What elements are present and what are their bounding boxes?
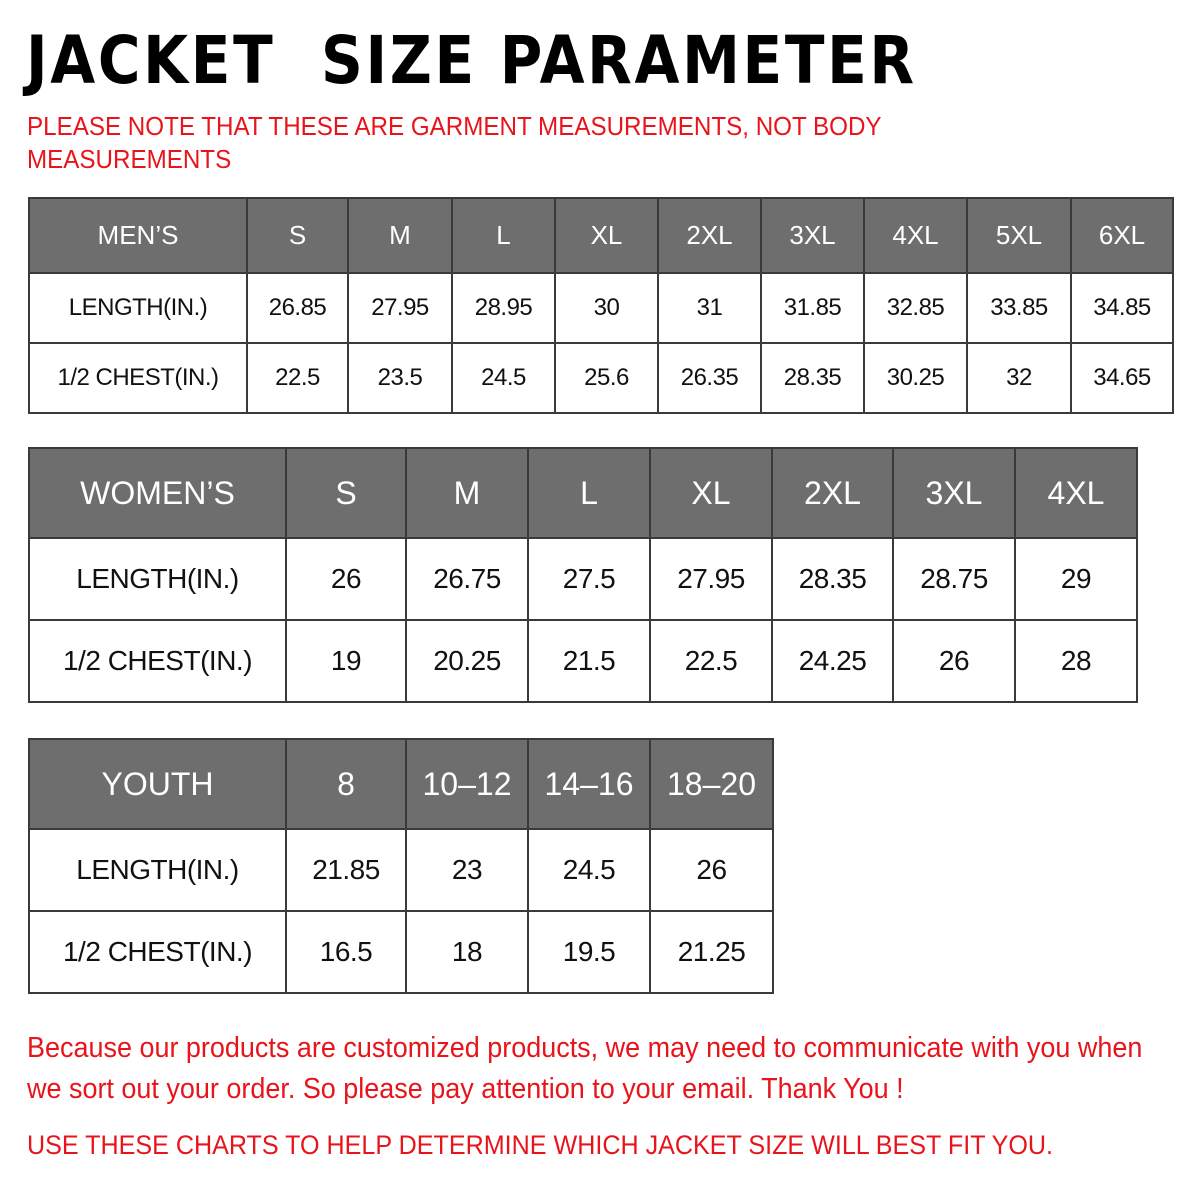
measurement-value: 31 (657, 272, 762, 344)
header-row: WOMEN’S S M L XL 2XL 3XL 4XL (28, 447, 1138, 539)
size-header-cell: XL (554, 197, 659, 274)
size-header-cell: L (527, 447, 651, 539)
measurement-value: 28.75 (892, 537, 1016, 621)
measurement-value: 26.35 (657, 342, 762, 414)
measurement-value: 31.85 (760, 272, 865, 344)
table-row: LENGTH(IN.) 26.85 27.95 28.95 30 31 31.85 32.85… (28, 272, 1174, 344)
measurement-value: 23.5 (347, 342, 453, 414)
measurement-value: 19 (285, 619, 407, 703)
size-header-cell: 3XL (760, 197, 865, 274)
size-header-cell: XL (649, 447, 773, 539)
measurement-value: 34.65 (1070, 342, 1174, 414)
measurement-label: LENGTH(IN.) (28, 537, 287, 621)
table-row: LENGTH(IN.) 21.85 23 24.5 26 (28, 828, 774, 912)
mens-size-table: MEN’S S M L XL 2XL 3XL 4XL 5XL 6XL LENGTH(IN.) 26.8… (28, 197, 1174, 414)
table-row: LENGTH(IN.) 26 26.75 27.5 27.95 28.35 28.75 29 (28, 537, 1138, 621)
measurement-value: 23 (405, 828, 529, 912)
measurement-value: 25.6 (554, 342, 659, 414)
measurement-label: 1/2 CHEST(IN.) (28, 619, 287, 703)
measurement-value: 24.5 (527, 828, 651, 912)
measurement-value: 30 (554, 272, 659, 344)
size-header-cell: 4XL (1014, 447, 1138, 539)
measurement-value: 28.35 (771, 537, 894, 621)
measurement-value: 21.5 (527, 619, 651, 703)
size-header-cell: S (246, 197, 349, 274)
measurement-value: 24.5 (451, 342, 556, 414)
table-row: 1/2 CHEST(IN.) 16.5 18 19.5 21.25 (28, 910, 774, 994)
size-header-cell: L (451, 197, 556, 274)
measurement-value: 27.95 (649, 537, 773, 621)
measurement-value: 29 (1014, 537, 1138, 621)
measurement-value: 18 (405, 910, 529, 994)
size-header-cell: 8 (285, 738, 407, 830)
measurement-value: 32.85 (863, 272, 968, 344)
size-header-cell: 5XL (966, 197, 1072, 274)
page-title: JACKET SIZE PARAMETER (26, 22, 917, 99)
table-category-header: WOMEN’S (28, 447, 287, 539)
table-category-header: MEN’S (28, 197, 248, 274)
measurement-note: PLEASE NOTE THAT THESE ARE GARMENT MEASU… (27, 111, 882, 174)
measurement-value: 28.95 (451, 272, 556, 344)
measurement-value: 21.85 (285, 828, 407, 912)
measurement-label: 1/2 CHEST(IN.) (28, 910, 287, 994)
fit-guidance-footer: USE THESE CHARTS TO HELP DETERMINE WHICH… (27, 1130, 1054, 1160)
header-row: MEN’S S M L XL 2XL 3XL 4XL 5XL 6XL (28, 197, 1174, 274)
youth-size-table: YOUTH 8 10–12 14–16 18–20 LENGTH(IN.) 21.85 23 2… (28, 738, 774, 994)
table-row: 1/2 CHEST(IN.) 22.5 23.5 24.5 25.6 26.35 28.35… (28, 342, 1174, 414)
size-header-cell: M (405, 447, 529, 539)
size-header-cell: 3XL (892, 447, 1016, 539)
customization-message: Because our products are customized prod… (27, 1032, 1143, 1105)
measurement-value: 26.75 (405, 537, 529, 621)
table-category-header: YOUTH (28, 738, 287, 830)
measurement-value: 26 (892, 619, 1016, 703)
measurement-value: 21.25 (649, 910, 774, 994)
size-header-cell: M (347, 197, 453, 274)
header-row: YOUTH 8 10–12 14–16 18–20 (28, 738, 774, 830)
size-header-cell: 18–20 (649, 738, 774, 830)
measurement-value: 20.25 (405, 619, 529, 703)
size-header-cell: 14–16 (527, 738, 651, 830)
measurement-value: 27.5 (527, 537, 651, 621)
size-header-cell: 4XL (863, 197, 968, 274)
measurement-value: 27.95 (347, 272, 453, 344)
size-header-cell: S (285, 447, 407, 539)
measurement-value: 26 (285, 537, 407, 621)
size-header-cell: 2XL (771, 447, 894, 539)
womens-size-table: WOMEN’S S M L XL 2XL 3XL 4XL LENGTH(IN.) 26 26.75 2… (28, 447, 1138, 703)
size-header-cell: 2XL (657, 197, 762, 274)
measurement-value: 34.85 (1070, 272, 1174, 344)
measurement-label: LENGTH(IN.) (28, 828, 287, 912)
measurement-label: 1/2 CHEST(IN.) (28, 342, 248, 414)
measurement-value: 22.5 (246, 342, 349, 414)
measurement-value: 22.5 (649, 619, 773, 703)
table-row: 1/2 CHEST(IN.) 19 20.25 21.5 22.5 24.25 26 28 (28, 619, 1138, 703)
measurement-value: 30.25 (863, 342, 968, 414)
measurement-value: 28 (1014, 619, 1138, 703)
measurement-value: 26.85 (246, 272, 349, 344)
measurement-value: 16.5 (285, 910, 407, 994)
measurement-value: 26 (649, 828, 774, 912)
size-header-cell: 10–12 (405, 738, 529, 830)
measurement-value: 24.25 (771, 619, 894, 703)
measurement-label: LENGTH(IN.) (28, 272, 248, 344)
measurement-value: 28.35 (760, 342, 865, 414)
measurement-value: 33.85 (966, 272, 1072, 344)
measurement-value: 19.5 (527, 910, 651, 994)
measurement-value: 32 (966, 342, 1072, 414)
size-header-cell: 6XL (1070, 197, 1174, 274)
